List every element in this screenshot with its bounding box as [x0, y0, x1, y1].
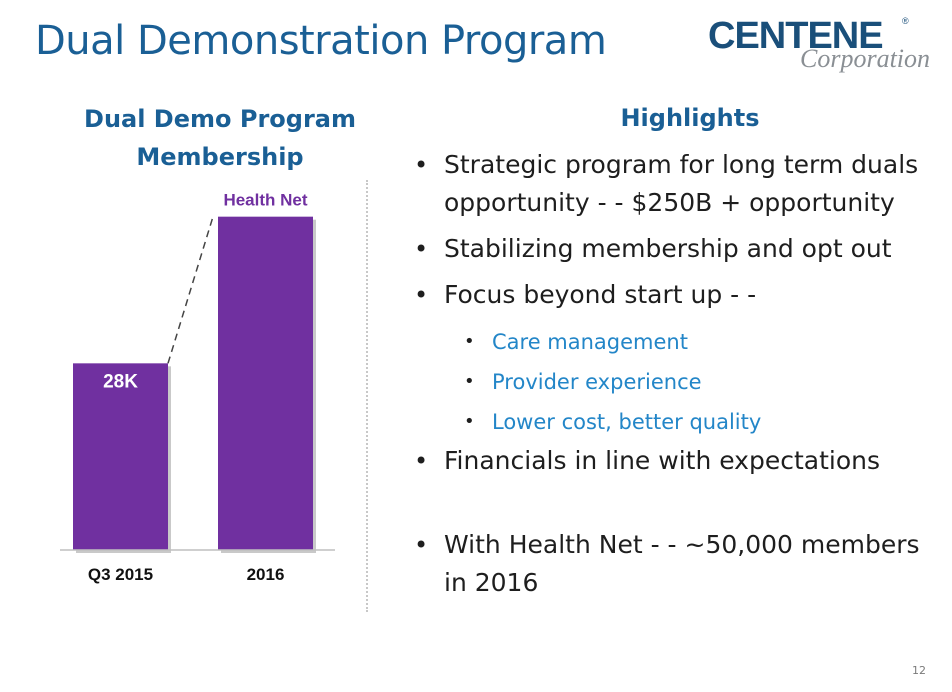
sub-bullet-item: Provider experience [412, 362, 932, 402]
logo-wordmark: CENTENE [708, 15, 884, 57]
membership-heading-line1: Dual Demo Program [84, 105, 356, 133]
bar-0 [73, 363, 168, 550]
page-title: Dual Demonstration Program [35, 18, 607, 64]
bullet-item: Stabilizing membership and opt out [412, 230, 932, 268]
logo-registered-mark: ® [902, 16, 909, 26]
data-label-0: 28K [103, 371, 138, 392]
highlights-list: Strategic program for long term duals op… [412, 146, 932, 610]
sub-bullet-item: Lower cost, better quality [412, 402, 932, 442]
column-divider [366, 180, 368, 612]
highlights-heading: Highlights [620, 104, 760, 132]
data-label-1-line-1: Health Net [223, 191, 307, 210]
bullet-item: With Health Net - - ~50,000 members in 2… [412, 526, 932, 602]
sub-bullet-item: Care management [412, 322, 932, 362]
list-spacer [412, 488, 932, 526]
bullet-item: Focus beyond start up - - [412, 276, 932, 314]
x-tick-label: 2016 [247, 565, 285, 584]
x-tick-label: Q3 2015 [88, 565, 153, 584]
bullet-item: Financials in line with expectations [412, 442, 932, 480]
page-number: 12 [912, 664, 926, 677]
logo-subtitle: Corporation [800, 44, 931, 73]
membership-heading: Dual Demo Program Membership [60, 100, 380, 176]
bullet-item: Strategic program for long term duals op… [412, 146, 932, 222]
growth-connector-line [167, 216, 214, 364]
bar-1 [218, 216, 313, 550]
centene-logo: CENTENE ® Corporation [708, 14, 933, 76]
membership-heading-line2: Membership [136, 143, 304, 171]
